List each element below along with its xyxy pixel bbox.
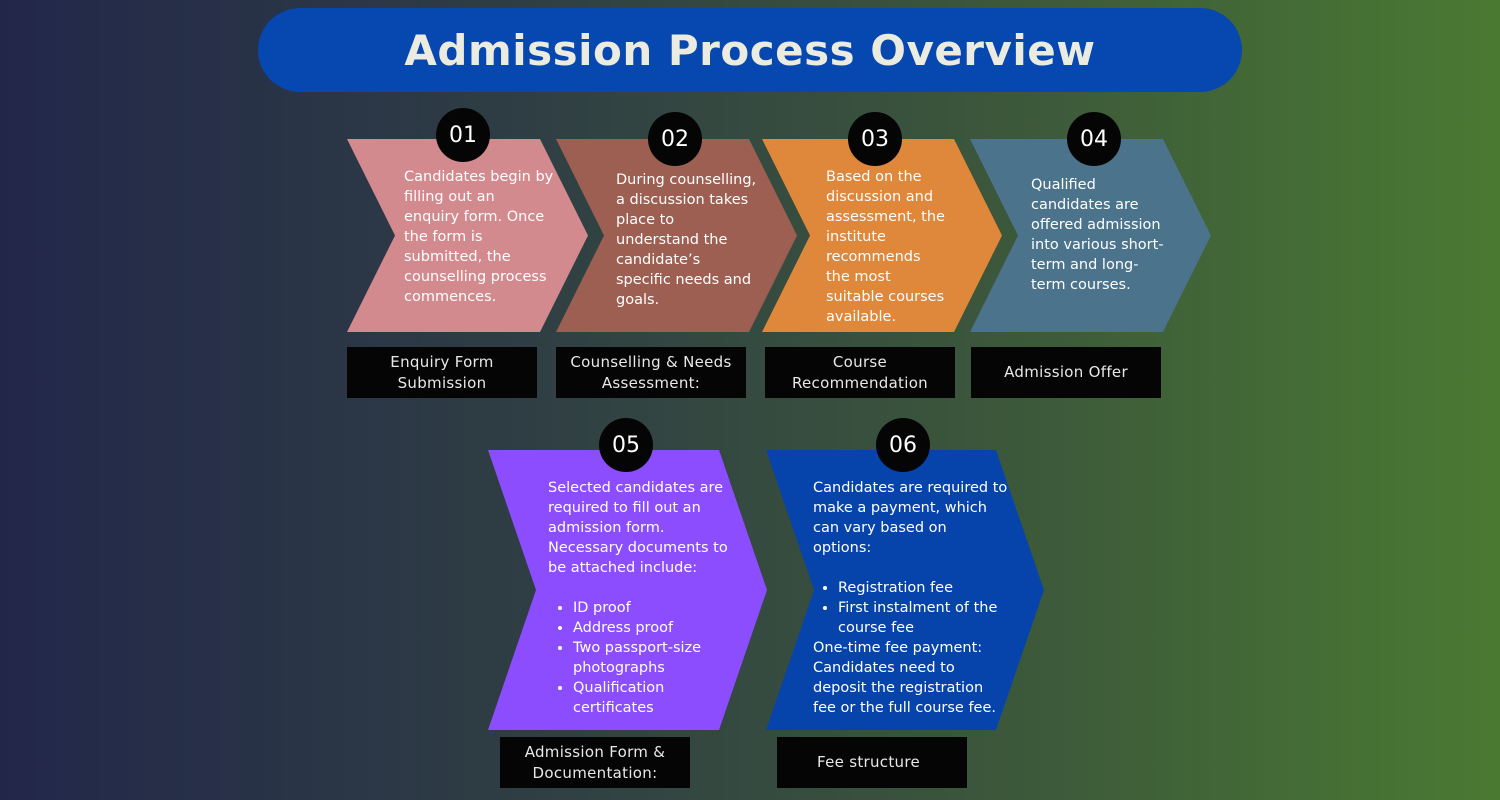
step-6-fee-list: Registration fee First instalment of the… <box>813 578 1008 638</box>
step-4-arrow-shape <box>970 139 1211 332</box>
step-3-arrow-shape <box>762 139 1002 332</box>
step-1-chevron: Candidates begin by filling out an enqui… <box>347 139 588 332</box>
step-6-chevron: Candidates are required to make a paymen… <box>766 450 1044 730</box>
step-1-number-badge: 01 <box>436 108 490 162</box>
step-1-description: Candidates begin by filling out an enqui… <box>404 169 554 305</box>
step-4-chevron: Qualified candidates are offered admissi… <box>970 139 1211 332</box>
step-5-list-item: Two passport-size photographs <box>573 638 728 678</box>
step-1-label: Enquiry Form Submission <box>347 347 537 398</box>
step-5-list-item: Qualification certificates <box>573 678 728 718</box>
step-4-description: Qualified candidates are offered admissi… <box>1031 177 1164 293</box>
step-5-document-list: ID proof Address proof Two passport-size… <box>548 598 728 718</box>
step-5-description: Selected candidates are required to fill… <box>548 478 728 718</box>
step-6-number-badge: 06 <box>876 418 930 472</box>
step-2-shape <box>556 139 797 332</box>
step-3-description: Based on the discussion and assessment, … <box>826 169 945 325</box>
step-4-number-badge: 04 <box>1067 112 1121 166</box>
step-4-label: Admission Offer <box>971 347 1161 398</box>
step-6-list-item: Registration fee <box>838 578 1008 598</box>
title-banner: Admission Process Overview <box>258 8 1242 92</box>
step-5-arrow-shape <box>488 450 767 730</box>
step-5-intro: Selected candidates are required to fill… <box>548 480 728 576</box>
step-3-shape <box>762 139 1002 332</box>
step-5-list-item: ID proof <box>573 598 728 618</box>
step-2-arrow-shape <box>556 139 797 332</box>
step-1-arrow-shape <box>347 139 588 332</box>
step-4-shape <box>970 139 1211 332</box>
step-2-description: During counselling, a discussion takes p… <box>616 172 757 308</box>
step-6-label: Fee structure <box>777 737 967 788</box>
step-6-shape <box>766 450 1044 730</box>
step-2-label: Counselling & Needs Assessment: <box>556 347 746 398</box>
step-6-note: One-time fee payment: Candidates need to… <box>813 640 996 716</box>
step-3-number-badge: 03 <box>848 112 902 166</box>
step-6-list-item: First instalment of the course fee <box>838 598 1008 638</box>
step-2-chevron: During counselling, a discussion takes p… <box>556 139 797 332</box>
step-5-label: Admission Form & Documentation: <box>500 737 690 788</box>
step-5-shape <box>488 450 767 730</box>
step-5-number-badge: 05 <box>599 418 653 472</box>
page-title: Admission Process Overview <box>404 25 1096 75</box>
step-6-arrow-shape <box>766 450 1044 730</box>
step-5-list-item: Address proof <box>573 618 728 638</box>
step-3-chevron: Based on the discussion and assessment, … <box>762 139 1002 332</box>
step-5-chevron: Selected candidates are required to fill… <box>488 450 767 730</box>
step-6-description: Candidates are required to make a paymen… <box>813 478 1008 718</box>
step-1-shape <box>347 139 588 332</box>
step-2-number-badge: 02 <box>648 112 702 166</box>
step-3-label: Course Recommendation <box>765 347 955 398</box>
step-6-intro: Candidates are required to make a paymen… <box>813 480 1008 556</box>
